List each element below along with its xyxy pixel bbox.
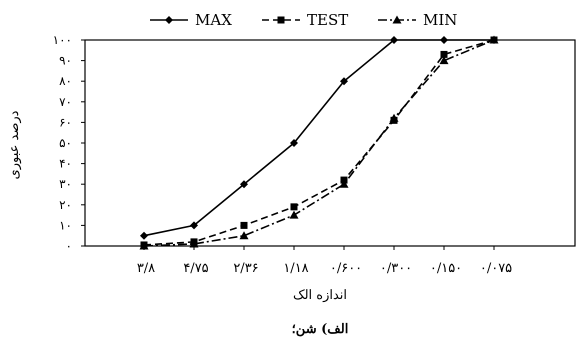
data-point-diamond — [340, 77, 348, 86]
series-line-min — [143, 39, 495, 247]
x-tick-label: ۰/۱۵۰ — [430, 261, 462, 276]
legend-item-max: MAX — [150, 11, 232, 29]
data-point-triangle — [289, 210, 299, 219]
series-test — [140, 36, 498, 249]
y-tick-label: ۹۰ — [59, 54, 72, 68]
y-tick-label: ۲۰ — [59, 198, 72, 212]
x-tick-label: ۱/۱۸ — [283, 261, 308, 276]
legend-item-min: MIN — [378, 11, 457, 29]
legend-label: MIN — [423, 11, 457, 29]
data-point-triangle — [392, 15, 402, 24]
data-point-square — [290, 203, 298, 211]
data-point-triangle — [389, 113, 399, 122]
data-point-triangle — [489, 35, 499, 44]
x-axis-ticks: ۳/۸ ۴/۷۵ ۲/۳۶ ۱/۱۸ ۰/۶۰۰ ۰/۳۰۰ ۰/۱۵۰ ۰/۰۷۵ — [137, 246, 512, 276]
data-point-diamond — [140, 231, 148, 240]
x-tick-label: ۲/۳۶ — [233, 261, 258, 276]
x-tick-label: ۰/۰۷۵ — [480, 261, 512, 276]
data-point-diamond — [240, 180, 248, 189]
x-tick-label: ۴/۷۵ — [183, 261, 208, 276]
y-tick-label: ۳۰ — [59, 177, 72, 191]
x-tick-label: ۰/۶۰۰ — [330, 261, 362, 276]
y-tick-label: ۴۰ — [59, 157, 72, 171]
y-tick-label: ۵۰ — [59, 136, 72, 150]
y-tick-label: ۸۰ — [59, 74, 72, 88]
data-point-triangle — [339, 179, 349, 188]
data-point-diamond — [390, 36, 398, 44]
data-point-square — [240, 221, 248, 229]
series-line-test — [143, 39, 495, 246]
data-point-diamond — [290, 139, 298, 147]
data-point-triangle — [439, 56, 449, 65]
data-point-triangle — [139, 241, 149, 250]
data-point-triangle — [239, 231, 249, 240]
data-point-diamond — [190, 221, 198, 230]
figure-caption: الف) شن؛ — [292, 322, 349, 337]
legend: MAX TEST MIN — [150, 11, 457, 29]
y-axis-title: درصد عبوری — [7, 110, 22, 179]
x-tick-label: ۳/۸ — [137, 261, 155, 276]
y-tick-label: ۱۰۰ — [53, 33, 72, 47]
y-tick-label: ۷۰ — [59, 95, 72, 109]
plot-frame — [84, 39, 576, 247]
y-tick-label: ۶۰ — [59, 115, 72, 129]
data-point-triangle — [189, 239, 199, 248]
x-axis-title: اندازه الک — [293, 288, 347, 303]
data-point-diamond — [165, 16, 173, 24]
y-tick-label: ۱۰ — [59, 218, 72, 232]
data-point-square — [440, 50, 448, 58]
series-min — [139, 35, 499, 250]
legend-item-test: TEST — [262, 11, 348, 29]
x-tick-label: ۰/۳۰۰ — [380, 261, 412, 276]
series-max — [140, 36, 498, 240]
y-axis-ticks: ۰ ۱۰ ۲۰ ۳۰ ۴۰ ۵۰ ۶۰ ۷۰ ۸۰ ۹۰ ۱۰۰ — [53, 33, 85, 253]
data-point-square — [277, 16, 285, 24]
y-tick-label: ۰ — [66, 239, 72, 253]
legend-label: TEST — [307, 11, 348, 29]
legend-label: MAX — [195, 11, 232, 29]
series-line-max — [143, 39, 494, 237]
series-layer — [139, 35, 499, 250]
data-point-diamond — [440, 36, 448, 44]
